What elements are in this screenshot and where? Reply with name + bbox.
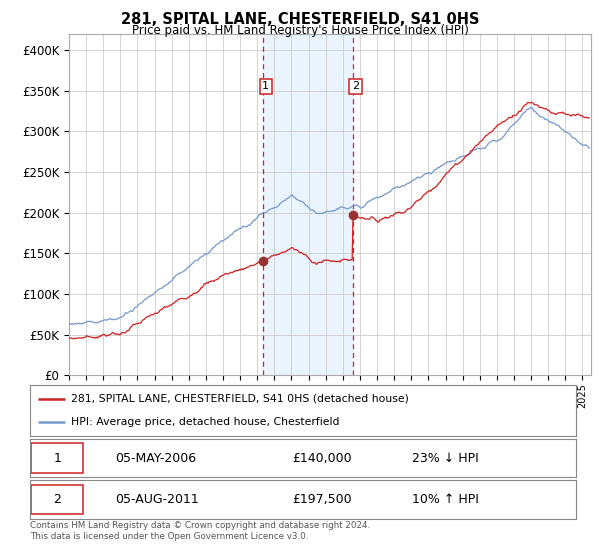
Text: 2: 2 bbox=[352, 81, 359, 91]
Text: HPI: Average price, detached house, Chesterfield: HPI: Average price, detached house, Ches… bbox=[71, 417, 340, 427]
Text: 2: 2 bbox=[53, 493, 61, 506]
Bar bbox=[263, 34, 353, 375]
Text: Contains HM Land Registry data © Crown copyright and database right 2024.
This d: Contains HM Land Registry data © Crown c… bbox=[30, 521, 370, 541]
Text: 05-AUG-2011: 05-AUG-2011 bbox=[115, 493, 199, 506]
FancyBboxPatch shape bbox=[31, 484, 83, 515]
Text: 1: 1 bbox=[53, 451, 61, 465]
Text: 05-MAY-2006: 05-MAY-2006 bbox=[115, 451, 196, 465]
FancyBboxPatch shape bbox=[31, 443, 83, 473]
Text: 23% ↓ HPI: 23% ↓ HPI bbox=[412, 451, 479, 465]
Text: £197,500: £197,500 bbox=[292, 493, 352, 506]
Text: 281, SPITAL LANE, CHESTERFIELD, S41 0HS (detached house): 281, SPITAL LANE, CHESTERFIELD, S41 0HS … bbox=[71, 394, 409, 404]
Text: 281, SPITAL LANE, CHESTERFIELD, S41 0HS: 281, SPITAL LANE, CHESTERFIELD, S41 0HS bbox=[121, 12, 479, 27]
Text: 10% ↑ HPI: 10% ↑ HPI bbox=[412, 493, 479, 506]
Text: Price paid vs. HM Land Registry's House Price Index (HPI): Price paid vs. HM Land Registry's House … bbox=[131, 24, 469, 37]
Text: £140,000: £140,000 bbox=[292, 451, 352, 465]
Text: 1: 1 bbox=[262, 81, 269, 91]
